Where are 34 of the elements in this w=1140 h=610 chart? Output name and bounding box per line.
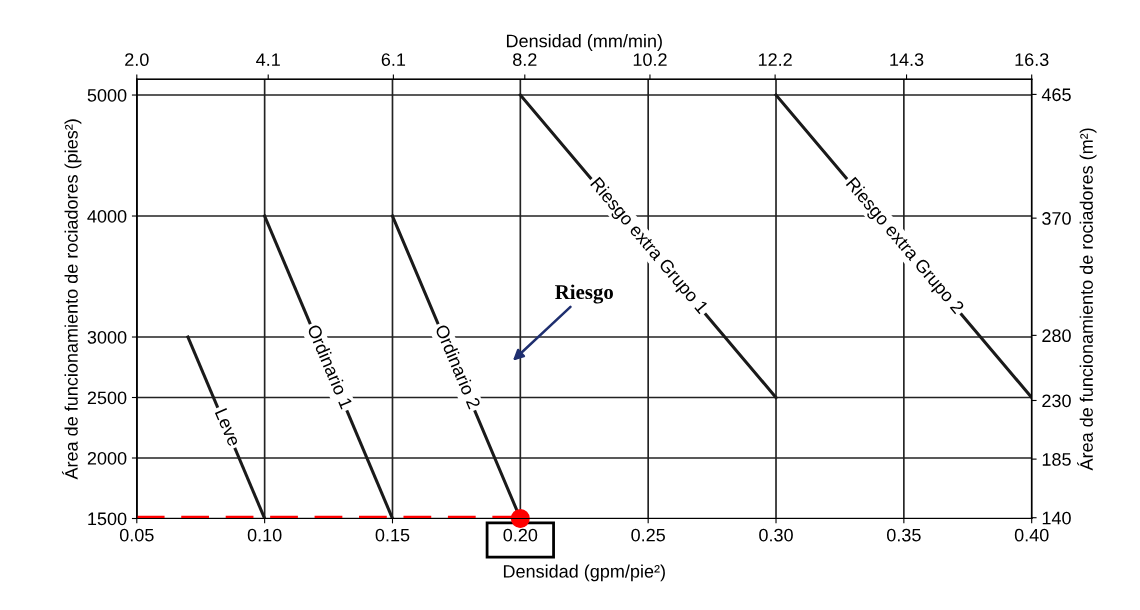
annotation: Riesgo [555,284,613,304]
y2-tick-label: 185 [1042,453,1071,466]
x-tick-label: 0.30 [759,528,793,542]
y-tick-label: 1500 [88,512,127,526]
y-tick-label: 2000 [87,451,127,465]
y2-tick-label: 280 [1042,329,1071,343]
y2-tick-label: 140 [1042,511,1071,525]
y-axis-title: Área de funcionamiento de rociadores (pies²) [61,119,82,480]
x-tick-label: 0.20 [503,528,538,542]
x2-tick-label: 4.1 [256,53,280,66]
x2-tick-label: 2.0 [125,53,149,67]
y2-tick-label: 230 [1042,394,1071,408]
x2-tick-label: 10.2 [633,53,667,67]
x-axis-title: Densidad (gpm/pie²) [503,564,665,582]
x2-tick-label: 16.3 [1015,53,1049,67]
x-tick-label: 0.15 [375,528,410,542]
y-tick-label: 2500 [87,391,127,405]
x2-tick-label: 14.3 [890,53,924,67]
x-tick-label: 0.40 [1014,528,1049,542]
x-tick-label: 0.10 [247,528,282,542]
y-tick-label: 3000 [87,330,127,344]
x2-tick-label: 8.2 [513,53,537,67]
y2-tick-label: 465 [1041,88,1071,102]
x-tick-label: 0.05 [119,528,154,542]
x2-tick-label: 6.1 [381,53,406,67]
x2-axis-title: Densidad (mm/min) [506,34,662,51]
x2-tick-label: 12.2 [758,53,792,66]
x-tick-label: 0.25 [631,528,665,542]
y-tick-label: 5000 [87,88,127,102]
y2-tick-label: 370 [1042,212,1071,225]
y-tick-label: 4000 [87,209,127,223]
text: Leve [214,408,241,447]
y2-axis-title: Área de funcionamiento de rociadores (m²) [1077,128,1097,471]
x-tick-label: 0.35 [886,528,921,542]
